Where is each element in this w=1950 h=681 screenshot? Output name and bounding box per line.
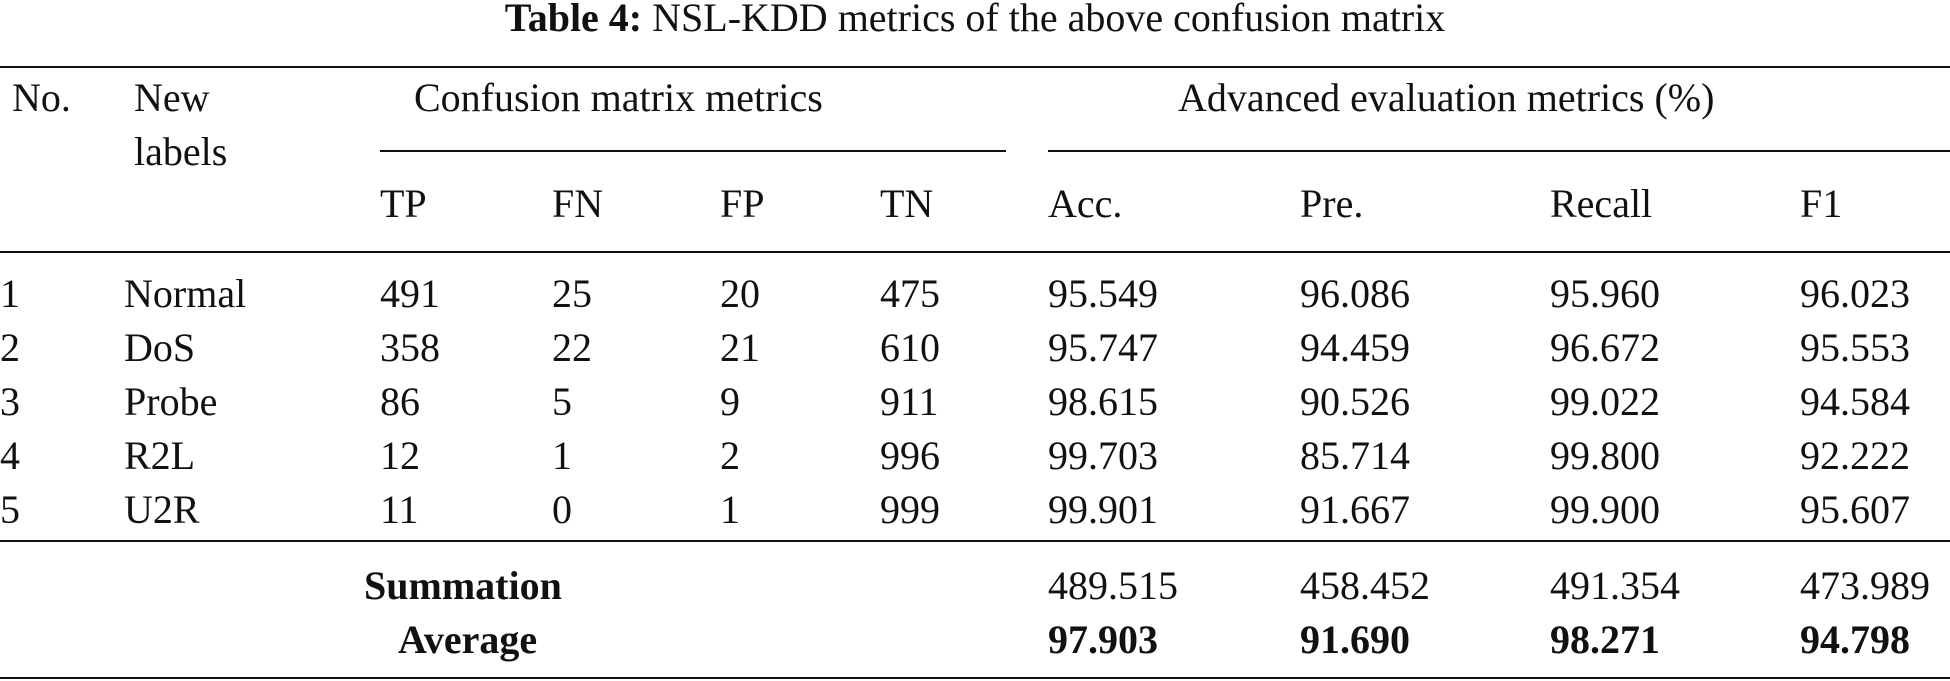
table-cell: 85.714 [1300,433,1410,478]
table-cell: 86 [380,379,420,424]
table-cell: 12 [380,433,420,478]
header-col-fn: FN [552,181,604,226]
table-cell: 94.584 [1800,379,1910,424]
table-cell: 22 [552,325,592,370]
table-cell: 99.022 [1550,379,1660,424]
average-f1: 94.798 [1800,617,1910,662]
table-cell: 25 [552,271,592,316]
table-cell: 1 [0,271,20,316]
table-cell: 21 [720,325,760,370]
table-cell: 0 [552,487,572,532]
advanced-group-rule [1048,150,1950,152]
header-col-tn: TN [880,181,934,226]
table-cell: 5 [552,379,572,424]
table-cell: 5 [0,487,20,532]
summation-f1: 473.989 [1800,563,1930,608]
table-cell: 96.086 [1300,271,1410,316]
table-cell: 358 [380,325,440,370]
table-bottom-rule [0,677,1950,679]
table-cell: 9 [720,379,740,424]
header-col-tp: TP [380,181,427,226]
header-group-advanced: Advanced evaluation metrics (%) [1178,75,1715,120]
header-col-acc: Acc. [1048,181,1123,226]
average-pre: 91.690 [1300,617,1410,662]
table-cell: 2 [0,325,20,370]
header-col-f1: F1 [1800,181,1843,226]
header-col-recall: Recall [1550,181,1653,226]
table-cell: 96.672 [1550,325,1660,370]
table-cell: 96.023 [1800,271,1910,316]
table-cell: 95.747 [1048,325,1158,370]
table-cell: 92.222 [1800,433,1910,478]
header-new-labels-line2: labels [134,129,228,174]
table-cell: 475 [880,271,940,316]
table-cell: 95.960 [1550,271,1660,316]
summation-recall: 491.354 [1550,563,1680,608]
header-group-confusion: Confusion matrix metrics [414,75,823,120]
average-label: Average [398,617,538,662]
confusion-group-rule [380,150,1006,152]
table-cell: 90.526 [1300,379,1410,424]
average-recall: 98.271 [1550,617,1660,662]
caption-label: Table 4: [504,0,643,40]
table-cell: 98.615 [1048,379,1158,424]
summation-label: Summation [364,563,562,608]
table-cell: 20 [720,271,760,316]
summation-acc: 489.515 [1048,563,1178,608]
table-cell: Normal [124,271,247,316]
table-cell: 491 [380,271,440,316]
table-cell: 99.703 [1048,433,1158,478]
header-col-fp: FP [720,181,765,226]
table-cell: U2R [124,487,200,532]
body-bottom-rule [0,540,1950,542]
table-cell: 95.549 [1048,271,1158,316]
top-rule [0,66,1950,68]
header-new-labels-line1: New [134,75,210,120]
table-cell: 99.900 [1550,487,1660,532]
table-cell: 95.607 [1800,487,1910,532]
table-caption: Table 4: NSL-KDD metrics of the above co… [0,0,1950,40]
header-bottom-rule [0,251,1950,253]
table-cell: DoS [124,325,196,370]
table-cell: 91.667 [1300,487,1410,532]
header-col-pre: Pre. [1300,181,1364,226]
table-cell: 610 [880,325,940,370]
table-cell: 999 [880,487,940,532]
table-cell: 911 [880,379,939,424]
table-cell: 99.901 [1048,487,1158,532]
table-cell: 94.459 [1300,325,1410,370]
header-no: No. [12,75,71,120]
table-cell: 996 [880,433,940,478]
table-cell: Probe [124,379,218,424]
table-cell: 3 [0,379,20,424]
table-cell: 11 [380,487,419,532]
table-cell: 2 [720,433,740,478]
table-cell: 1 [552,433,572,478]
table-cell: R2L [124,433,196,478]
caption-text: NSL-KDD metrics of the above confusion m… [652,0,1446,40]
table-cell: 95.553 [1800,325,1910,370]
table-cell: 1 [720,487,740,532]
average-acc: 97.903 [1048,617,1158,662]
table-cell: 99.800 [1550,433,1660,478]
summation-pre: 458.452 [1300,563,1430,608]
table-cell: 4 [0,433,20,478]
